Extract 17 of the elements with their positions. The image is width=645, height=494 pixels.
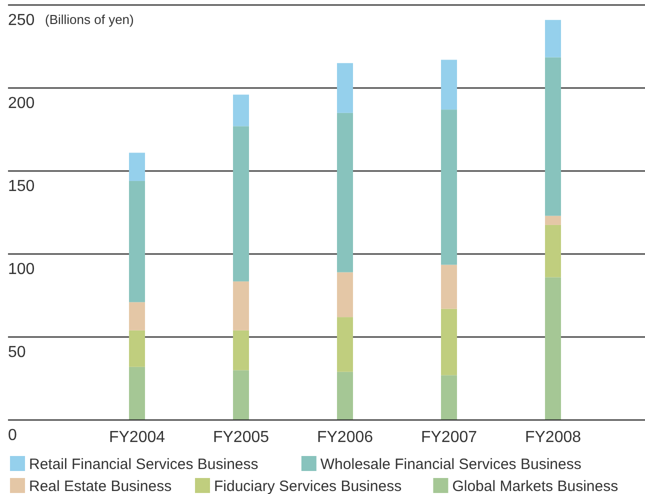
x-tick-label: FY2005 (212, 429, 270, 446)
x-tick-label: FY2004 (108, 429, 166, 446)
x-tick-label: FY2006 (316, 429, 374, 446)
x-tick-label: FY2007 (420, 429, 478, 446)
y-tick-label: 200 (8, 95, 35, 112)
y-tick-label: 50 (8, 344, 26, 361)
legend-label: Wholesale Financial Services Business (320, 456, 582, 473)
y-tick-label: 100 (8, 261, 35, 278)
y-axis-title: (Billions of yen) (45, 12, 134, 27)
y-tick-label: 250 (8, 12, 35, 29)
y-tick-label: 150 (8, 178, 35, 195)
y-tick-label: 0 (8, 427, 17, 444)
x-tick-label: FY2008 (524, 429, 582, 446)
legend-label: Global Markets Business (452, 478, 618, 494)
legend-label: Fiduciary Services Business (214, 478, 402, 494)
legend-label: Real Estate Business (29, 478, 172, 494)
legend-label: Retail Financial Services Business (29, 456, 258, 473)
